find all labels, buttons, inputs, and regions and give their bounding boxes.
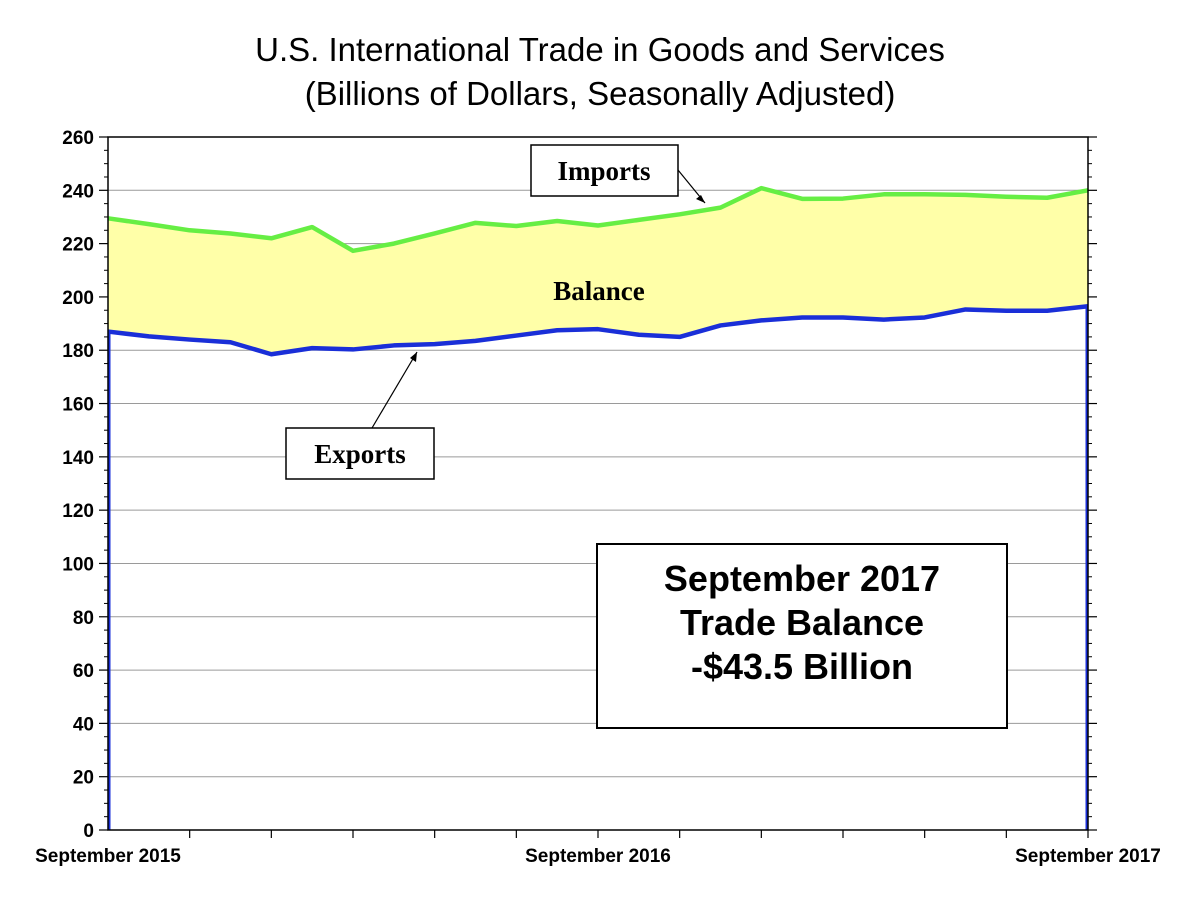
imports-callout-label: Imports (558, 156, 651, 186)
y-tick-label: 40 (73, 714, 94, 735)
exports-arrow-line (371, 351, 418, 429)
chart-subtitle: (Billions of Dollars, Seasonally Adjuste… (304, 75, 896, 112)
y-tick-label: 220 (62, 235, 94, 256)
imports-callout-box (530, 144, 679, 197)
chart-title: U.S. International Trade in Goods and Se… (255, 31, 945, 68)
x-axis-ticks (189, 830, 1089, 838)
chart-title-block: U.S. International Trade in Goods and Se… (0, 28, 1200, 116)
y-tick-label: 100 (62, 554, 94, 575)
imports-arrow-head (696, 195, 705, 203)
y-tick-label: 200 (62, 288, 94, 309)
balance-label: Balance (553, 276, 645, 306)
y-tick-label: 120 (62, 501, 94, 522)
y-tick-label: 20 (73, 768, 94, 789)
exports-callout-box (285, 427, 435, 480)
y-axis-ticks (99, 136, 1097, 831)
y-tick-label: 180 (62, 341, 94, 362)
y-tick-label: 260 (62, 128, 94, 149)
x-axis-labels: September 2015 September 2016 September 20… (35, 846, 1161, 867)
y-tick-label: 160 (62, 395, 94, 416)
exports-arrow-head (410, 352, 417, 362)
x-tick-label: September 2017 (1015, 846, 1161, 867)
y-tick-label: 0 (83, 821, 94, 842)
x-tick-label: September 2015 (35, 846, 181, 867)
summary-line-1: September 2017 (663, 558, 941, 599)
y-tick-label: 240 (62, 181, 94, 202)
imports-line (107, 185, 1089, 254)
y-tick-label: 140 (62, 448, 94, 469)
y-axis-labels: 0 20 40 60 80 100 120 140 160 180 200 220 240 260 (62, 128, 94, 842)
summary-line-3: -$43.5 Billion (690, 646, 914, 687)
x-tick-label: September 2016 (525, 846, 671, 867)
balance-area (108, 188, 1088, 355)
summary-box: September 2017 Trade Balance -$43.5 Bill… (596, 543, 1008, 729)
exports-line (107, 304, 1089, 357)
y-tick-label: 60 (73, 661, 94, 682)
y-tick-label: 80 (73, 608, 94, 629)
summary-line-2: Trade Balance (679, 602, 925, 643)
exports-callout-label: Exports (314, 439, 406, 469)
